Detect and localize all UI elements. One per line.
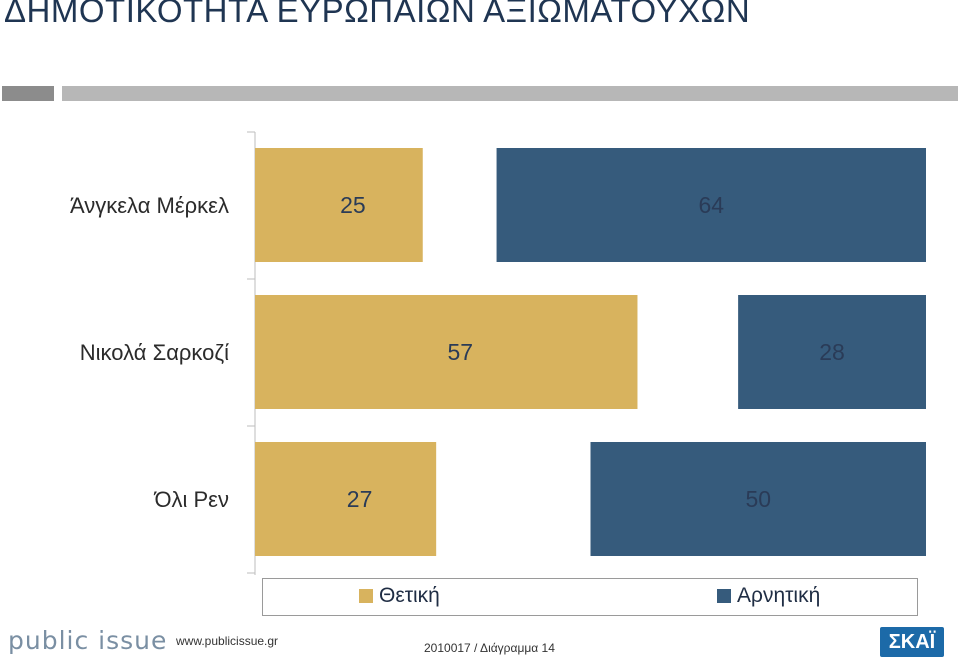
legend-swatch-negative (717, 589, 731, 603)
bar-negative (590, 442, 926, 556)
footer-url[interactable]: www.publicissue.gr (176, 634, 279, 648)
publicissue-logo: public issue (8, 626, 168, 655)
value-label-negative: 50 (745, 486, 771, 512)
page-title: ΔΗΜΟΤΙΚΟΤΗΤΑ ΕΥΡΩΠΑΙΩΝ ΑΞΙΩΜΑΤΟΥΧΩΝ (4, 0, 751, 29)
category-label: Όλι Ρεν (153, 487, 229, 512)
legend-label-positive: Θετική (379, 584, 440, 607)
title-rule-left (2, 86, 54, 101)
bar-positive (255, 148, 423, 262)
value-label-negative: 28 (819, 339, 845, 365)
footer-reference: 2010017 / Διάγραμμα 14 (424, 641, 555, 655)
value-label-positive: 57 (447, 339, 473, 365)
chart-legend: Θετική Αρνητική (262, 578, 918, 616)
bar-positive (255, 442, 437, 556)
legend-label-negative: Αρνητική (737, 584, 821, 607)
title-rule-right (62, 86, 958, 101)
value-label-positive: 25 (340, 192, 366, 218)
value-label-positive: 27 (347, 486, 373, 512)
category-label: Νικολά Σαρκοζί (80, 340, 229, 365)
popularity-chart: Άνγκελα Μέρκελ 25 64 Νικολά Σαρκοζί 57 28 Όλι … (70, 131, 926, 575)
legend-item-positive: Θετική (359, 584, 440, 608)
skai-logo: ΣΚΑΪ (880, 627, 944, 657)
bar-positive (255, 295, 638, 409)
value-label-negative: 64 (698, 192, 724, 218)
bar-negative (496, 148, 926, 262)
legend-swatch-positive (359, 589, 373, 603)
legend-item-negative: Αρνητική (717, 584, 820, 608)
bar-negative (738, 295, 926, 409)
category-label: Άνγκελα Μέρκελ (70, 193, 229, 218)
